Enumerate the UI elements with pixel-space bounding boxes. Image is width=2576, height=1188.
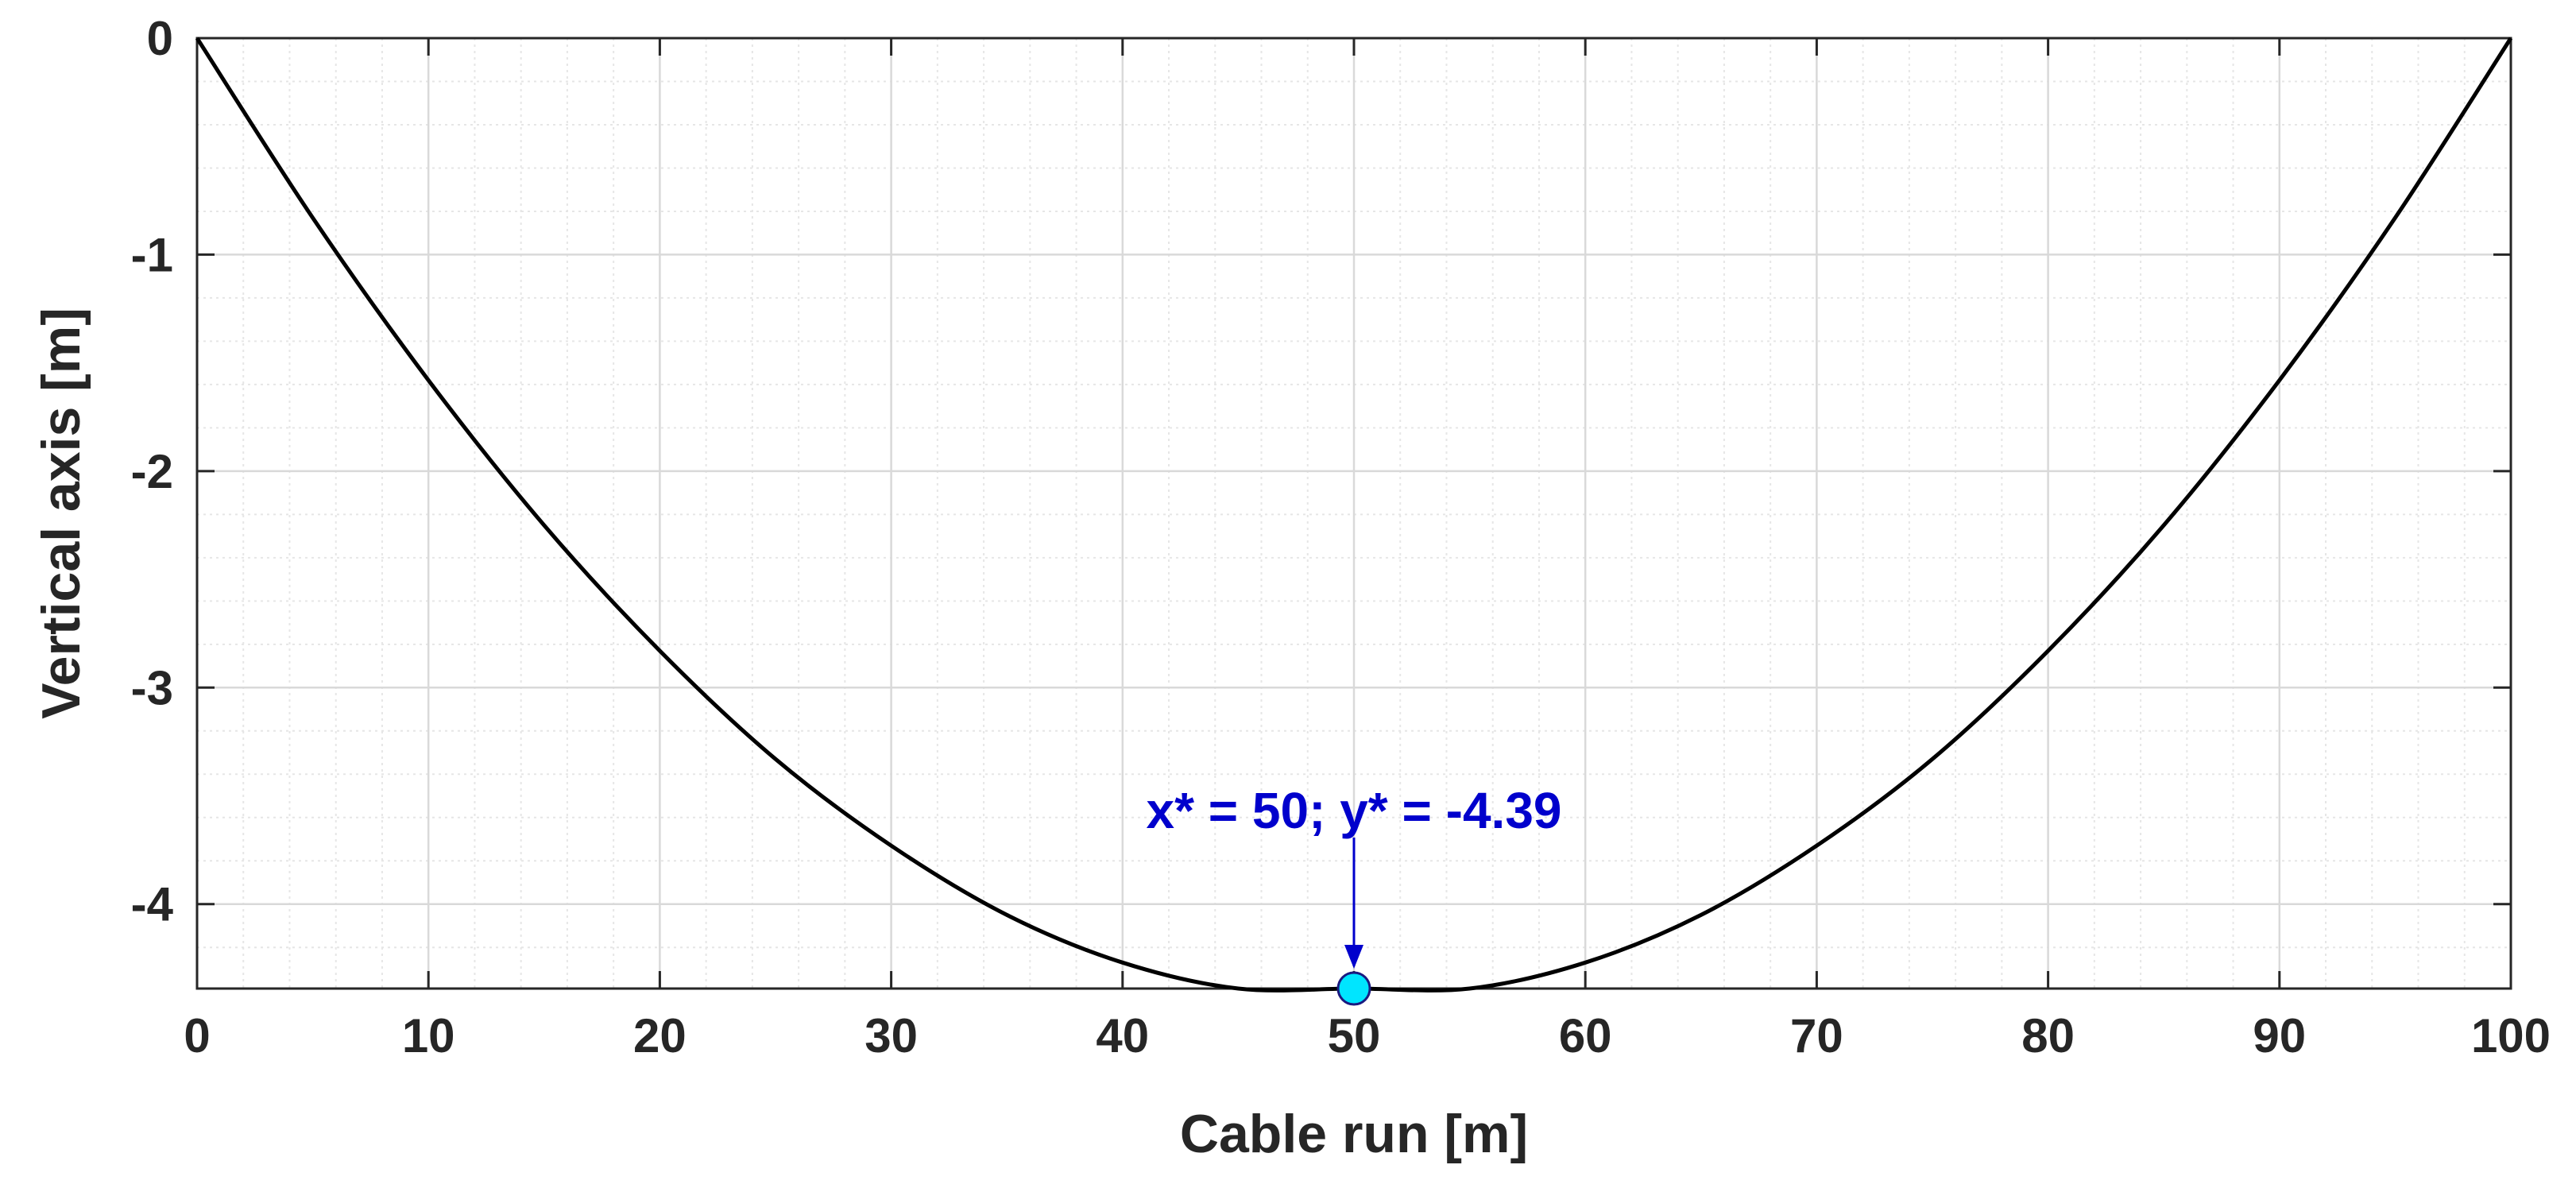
- x-tick-label: 30: [864, 1009, 918, 1062]
- y-tick-label: 0: [147, 12, 173, 65]
- y-tick-label: -3: [131, 661, 173, 714]
- annotation-group: x* = 50; y* = -4.39: [1146, 782, 1562, 969]
- x-tick-label: 10: [402, 1009, 455, 1062]
- y-tick-label: -2: [131, 445, 173, 498]
- axis-titles: Cable run [m] Vertical axis [m]: [31, 308, 1528, 1164]
- y-tick-label: -4: [131, 878, 174, 931]
- x-tick-label: 70: [1790, 1009, 1843, 1062]
- series: [195, 37, 2513, 1006]
- x-tick-label: 40: [1096, 1009, 1149, 1062]
- y-axis-title: Vertical axis [m]: [31, 308, 91, 719]
- x-tick-label: 60: [1559, 1009, 1612, 1062]
- x-tick-label: 90: [2253, 1009, 2306, 1062]
- x-tick-label: 100: [2471, 1009, 2551, 1062]
- x-tick-label: 80: [2021, 1009, 2075, 1062]
- minimum-point-marker: [1336, 971, 1371, 1006]
- x-tick-label: 20: [633, 1009, 687, 1062]
- y-tick-label: -1: [131, 228, 173, 281]
- x-tick-label: 0: [184, 1009, 210, 1062]
- x-tick-label: 50: [1328, 1009, 1381, 1062]
- x-axis-title: Cable run [m]: [1180, 1104, 1528, 1164]
- annotation-label: x* = 50; y* = -4.39: [1146, 782, 1561, 839]
